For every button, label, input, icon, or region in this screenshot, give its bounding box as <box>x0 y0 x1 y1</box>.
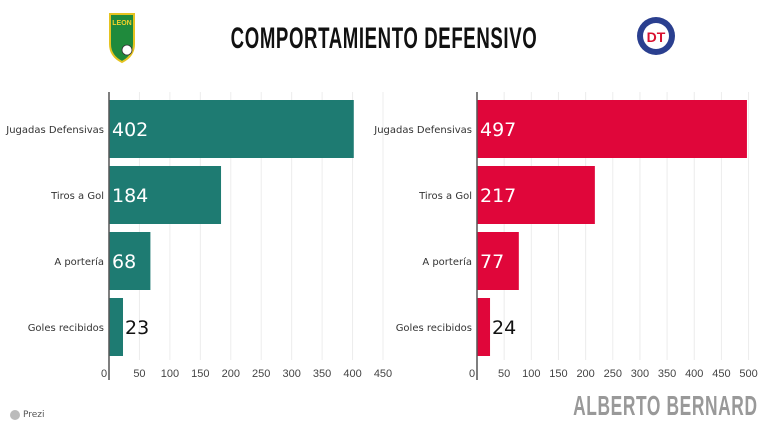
x-tick-label: 450 <box>712 368 730 380</box>
bar <box>109 100 354 158</box>
category-label: A portería <box>422 256 472 268</box>
category-label: Jugadas Defensivas <box>373 125 472 136</box>
x-tick-label: 50 <box>133 368 145 380</box>
data-label: 184 <box>112 185 148 207</box>
data-label: 24 <box>492 317 516 339</box>
data-label: 402 <box>112 119 148 141</box>
bar <box>477 232 519 290</box>
svg-text:LEON: LEON <box>112 20 131 27</box>
x-tick-label: 100 <box>161 368 179 380</box>
x-tick-label: 250 <box>604 368 622 380</box>
x-tick-label: 350 <box>313 368 331 380</box>
x-tick-label: 50 <box>498 368 510 380</box>
x-tick-label: 100 <box>522 368 540 380</box>
category-label: Tiros a Gol <box>418 191 472 202</box>
x-tick-label: 300 <box>282 368 300 380</box>
x-tick-label: 500 <box>739 368 757 380</box>
x-tick-label: 200 <box>576 368 594 380</box>
bar <box>109 298 124 356</box>
data-label: 217 <box>480 185 516 207</box>
bar <box>109 166 222 224</box>
prezi-badge[interactable]: Prezi <box>10 410 45 420</box>
category-label: Goles recibidos <box>396 323 472 334</box>
category-label: A portería <box>54 256 104 268</box>
leon-logo: LEON <box>109 13 135 64</box>
x-tick-label: 0 <box>469 368 475 380</box>
x-tick-label: 0 <box>101 368 107 380</box>
x-tick-label: 450 <box>374 368 392 380</box>
x-tick-label: 250 <box>252 368 270 380</box>
data-label: 77 <box>480 251 504 273</box>
x-tick-label: 400 <box>685 368 703 380</box>
category-label: Goles recibidos <box>28 323 104 334</box>
toluca-logo: DT <box>637 17 675 55</box>
x-tick-label: 150 <box>549 368 567 380</box>
x-tick-label: 350 <box>658 368 676 380</box>
data-label: 23 <box>125 317 149 339</box>
bar <box>109 232 151 290</box>
page-title: COMPORTAMIENTO DEFENSIVO <box>230 22 538 55</box>
bar <box>477 298 491 356</box>
prezi-icon <box>10 410 20 420</box>
svg-text:DT: DT <box>647 29 666 45</box>
category-label: Tiros a Gol <box>50 191 104 202</box>
data-label: 497 <box>480 119 516 141</box>
bar <box>477 100 747 158</box>
x-tick-label: 150 <box>191 368 209 380</box>
data-label: 68 <box>112 251 136 273</box>
x-tick-label: 200 <box>222 368 240 380</box>
prezi-label: Prezi <box>23 410 45 420</box>
x-tick-label: 300 <box>631 368 649 380</box>
bar <box>477 166 595 224</box>
x-tick-label: 400 <box>343 368 361 380</box>
author-signature: ALBERTO BERNARD <box>573 390 758 421</box>
category-label: Jugadas Defensivas <box>5 125 104 136</box>
